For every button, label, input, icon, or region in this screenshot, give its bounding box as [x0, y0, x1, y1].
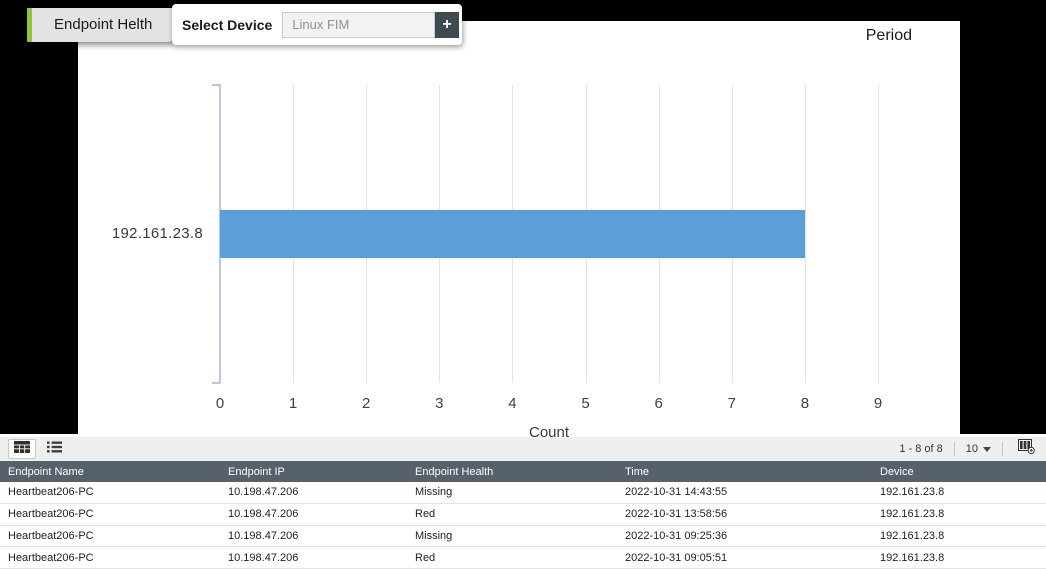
- table-cell: 192.161.23.8: [880, 529, 945, 542]
- table-cell: Missing: [415, 486, 453, 499]
- add-device-button[interactable]: +: [435, 11, 459, 38]
- table-cell: Heartbeat206-PC: [8, 551, 94, 564]
- dashboard-top-section: Period Count 0 1 2 3 4 5 6 7 8 9 192.161.23.8 Endp…: [0, 0, 1046, 437]
- x-tick-label: 5: [581, 395, 590, 412]
- table-cell: Heartbeat206-PC: [8, 486, 94, 499]
- x-tick-label: 4: [508, 395, 517, 412]
- table-body: Heartbeat206-PC 10.198.47.206 Missing 2022-…: [0, 482, 1046, 569]
- period-label: Period: [865, 27, 912, 44]
- table-cell: Missing: [415, 529, 453, 542]
- x-tick-label: 0: [215, 395, 225, 412]
- y-category-label: 192.161.23.8: [111, 225, 203, 242]
- column-picker-icon: [1017, 439, 1035, 459]
- column-header: Endpoint IP: [228, 465, 285, 478]
- x-tick-label: 6: [654, 395, 663, 412]
- list-view-button[interactable]: [40, 439, 68, 459]
- tab-label: Endpoint Helth: [54, 16, 153, 33]
- table-cell: 10.198.47.206: [228, 551, 299, 564]
- x-axis-title: Count: [528, 424, 570, 437]
- pagination-label: 1 - 8 of 8: [899, 443, 943, 455]
- table-cell: 2022-10-31 09:25:36: [625, 529, 728, 542]
- table-cell: 10.198.47.206: [228, 508, 299, 521]
- column-header: Device: [880, 465, 914, 478]
- device-input[interactable]: [282, 11, 435, 38]
- table-cell: 10.198.47.206: [228, 529, 299, 542]
- table-cell: 192.161.23.8: [880, 551, 945, 564]
- gridline: [804, 85, 806, 383]
- x-tick-label: 1: [288, 395, 298, 412]
- table-row: Heartbeat206-PC 10.198.47.206 Missing 2022-…: [0, 482, 1046, 504]
- table-row: Heartbeat206-PC 10.198.47.206 Missing 2022-…: [0, 525, 1046, 548]
- background-right-strip: [960, 0, 1046, 434]
- table-header-row: Endpoint Name Endpoint IP Endpoint Health T…: [0, 461, 1046, 482]
- column-picker-button[interactable]: [1014, 439, 1038, 459]
- background-left-strip: [0, 0, 78, 434]
- tab-accent-bar: [27, 8, 32, 42]
- table-cell: 2022-10-31 09:05:51: [625, 551, 728, 564]
- toolbar-separator: [953, 442, 955, 456]
- list-view-icon: [46, 440, 62, 458]
- column-header: Endpoint Name: [8, 465, 84, 478]
- table-toolbar: 1 - 8 of 8 10: [0, 437, 1046, 461]
- table-cell: Heartbeat206-PC: [8, 508, 94, 521]
- table-section: 1 - 8 of 8 10 Endpoint Name Endpoint IP En…: [0, 437, 1046, 569]
- table-cell: 192.161.23.8: [880, 508, 945, 521]
- page-size-dropdown[interactable]: 10: [966, 443, 991, 455]
- bar[interactable]: [220, 210, 805, 258]
- table-cell: 2022-10-31 14:43:55: [625, 486, 728, 499]
- table-cell: Red: [415, 508, 436, 521]
- device-selector-label: Select Device: [182, 16, 273, 33]
- table-cell: Heartbeat206-PC: [8, 529, 94, 542]
- table-view-icon: [14, 440, 30, 458]
- table-cell: Red: [415, 551, 436, 564]
- table-cell: 10.198.47.206: [228, 486, 299, 499]
- table-view-button[interactable]: [8, 439, 36, 459]
- page-size-value: 10: [965, 443, 978, 455]
- x-tick-label: 3: [435, 395, 444, 412]
- gridline: [878, 85, 879, 383]
- table-cell: 2022-10-31 13:58:56: [625, 508, 728, 521]
- tab-endpoint-health[interactable]: Endpoint Helth: [27, 8, 175, 42]
- x-tick-label: 8: [800, 395, 810, 412]
- column-header: Endpoint Health: [415, 465, 494, 478]
- table-row: Heartbeat206-PC 10.198.47.206 Red 2022-10-3…: [0, 547, 1046, 569]
- caret-down-icon: [983, 446, 991, 452]
- toolbar-separator: [1002, 442, 1003, 456]
- x-tick-label: 7: [727, 395, 736, 412]
- x-tick-label: 2: [362, 395, 371, 412]
- x-tick-label: 9: [873, 395, 883, 412]
- table-row: Heartbeat206-PC 10.198.47.206 Red 2022-10-3…: [0, 503, 1046, 526]
- table-cell: 192.161.23.8: [880, 486, 945, 499]
- chart-panel: Period Count 0 1 2 3 4 5 6 7 8 9 192.161.23.8: [78, 21, 960, 437]
- device-selector-panel: Select Device +: [172, 4, 462, 45]
- column-header: Time: [625, 465, 650, 478]
- plus-icon: +: [442, 15, 452, 33]
